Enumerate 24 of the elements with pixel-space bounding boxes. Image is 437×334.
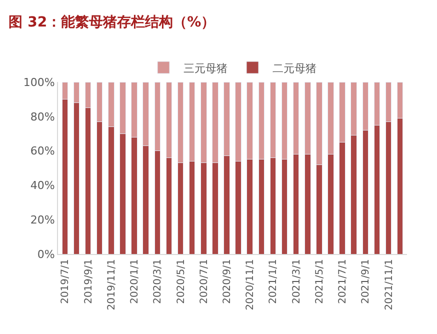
x-tick-label: 2021/3/1	[291, 259, 302, 304]
x-tick-label: 2020/3/1	[152, 259, 164, 304]
x-tick-label: 2019/7/1	[60, 259, 72, 304]
x-tick-label: 2021/7/1	[338, 259, 349, 304]
x-tick-label: 2021/9/1	[360, 259, 372, 304]
x-tick-label: 2020/9/1	[222, 259, 233, 304]
x-tick-label: 2019/9/1	[83, 259, 94, 304]
x-tick-label: 2021/11/1	[384, 259, 395, 310]
y-tick-label: 0%	[37, 248, 55, 261]
x-tick-label: 2019/11/1	[106, 259, 118, 310]
x-tick-label: 2020/1/1	[130, 259, 141, 304]
legend-label: 三元母猪	[184, 62, 228, 75]
y-tick-label: 60%	[30, 144, 55, 158]
y-tick-label: 80%	[30, 110, 55, 124]
x-tick-label: 2021/1/1	[268, 259, 280, 304]
legend-label: 二元母猪	[272, 62, 316, 75]
x-tick-label: 2021/5/1	[314, 259, 326, 304]
y-tick-label: 100%	[23, 76, 55, 89]
y-tick-label: 40%	[30, 179, 55, 192]
y-tick-label: 20%	[30, 213, 55, 226]
x-tick-label: 2020/11/1	[245, 259, 256, 310]
x-tick-label: 2020/7/1	[198, 259, 210, 304]
x-tick-label: 2020/5/1	[176, 259, 187, 304]
chart-title: 图 32：能繁母猪存栏结构（%）	[8, 14, 216, 30]
